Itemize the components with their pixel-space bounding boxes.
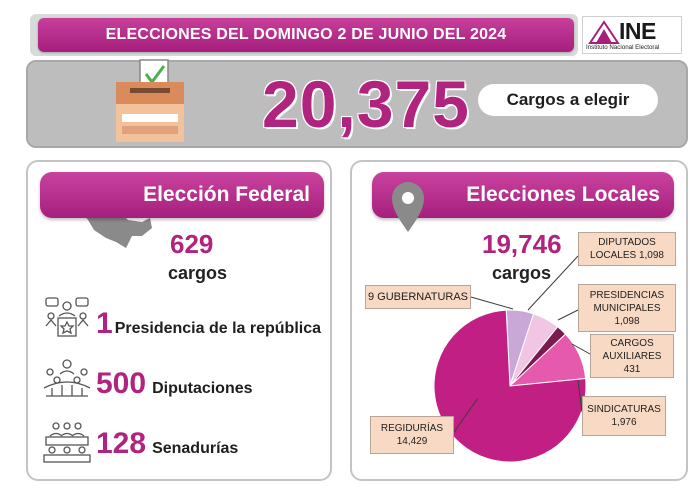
callout-sindicaturas: SINDICATURAS 1,976: [582, 396, 666, 436]
federal-row-senators: 128 Senadurías: [96, 427, 238, 461]
federal-row-label: Presidencia de la república: [114, 320, 321, 337]
federal-row-number: 1: [96, 307, 113, 340]
local-pie-chart: [433, 309, 587, 463]
local-count: 19,746: [482, 229, 562, 259]
federal-row-number: 128: [96, 427, 147, 460]
federal-row-label: Diputaciones: [152, 380, 253, 397]
callout-text: LOCALES 1,098: [590, 250, 664, 261]
callout-gubernaturas: 9 GUBERNATURAS: [365, 285, 471, 309]
ine-logo-text: INE: [619, 18, 656, 44]
callout-text: PRESIDENCIAS: [589, 289, 665, 301]
ine-logo: INE Instituto Nacional Electoral: [582, 16, 682, 54]
local-count-label: cargos: [492, 263, 552, 283]
federal-row-presidency: 1 Presidencia de la república: [96, 307, 321, 341]
ballot-box-icon: [116, 59, 184, 142]
callout-text: 9 GUBERNATURAS: [367, 290, 469, 303]
federal-row-number: 500: [96, 367, 147, 400]
federal-count: 629: [170, 229, 214, 259]
page-title: ELECCIONES DEL DOMINGO 2 DE JUNIO DEL 20…: [38, 18, 574, 52]
callout-presidencias: PRESIDENCIAS MUNICIPALES 1,098: [578, 284, 676, 332]
callout-value: 1,098: [614, 315, 640, 327]
callout-value: 1,976: [611, 417, 637, 428]
federal-row-deputies: 500 Diputaciones: [96, 367, 253, 401]
ine-logo-mark-icon: [588, 20, 620, 44]
callout-text: MUNICIPALES: [593, 302, 661, 314]
callout-text: AUXILIARES: [602, 350, 662, 362]
federal-count-label: cargos: [168, 263, 228, 283]
assembly-icon: [43, 359, 91, 397]
callout-text: SINDICATURAS: [587, 404, 661, 415]
callout-diputados-locales: DIPUTADOS LOCALES 1,098: [578, 232, 676, 266]
location-pin-icon: [392, 182, 424, 232]
callout-regidurias: REGIDURÍAS 14,429: [370, 416, 454, 454]
ine-logo-subtitle: Instituto Nacional Electoral: [586, 44, 660, 51]
callout-text: DIPUTADOS: [598, 237, 656, 248]
federal-title: Elección Federal: [40, 172, 324, 218]
total-caption: Cargos a elegir: [478, 84, 658, 116]
senate-icon: [43, 422, 91, 463]
total-positions: 20,375: [262, 67, 470, 141]
callout-value: 14,429: [396, 436, 428, 447]
podium-icon: [45, 297, 89, 337]
callout-text: CARGOS: [610, 337, 654, 349]
callout-value: 431: [623, 363, 641, 375]
federal-row-label: Senadurías: [152, 440, 239, 457]
callout-cargos-auxiliares: CARGOS AUXILIARES 431: [590, 334, 674, 378]
pie-slice-regidur-as: [433, 309, 587, 463]
callout-text: REGIDURÍAS: [380, 423, 444, 434]
